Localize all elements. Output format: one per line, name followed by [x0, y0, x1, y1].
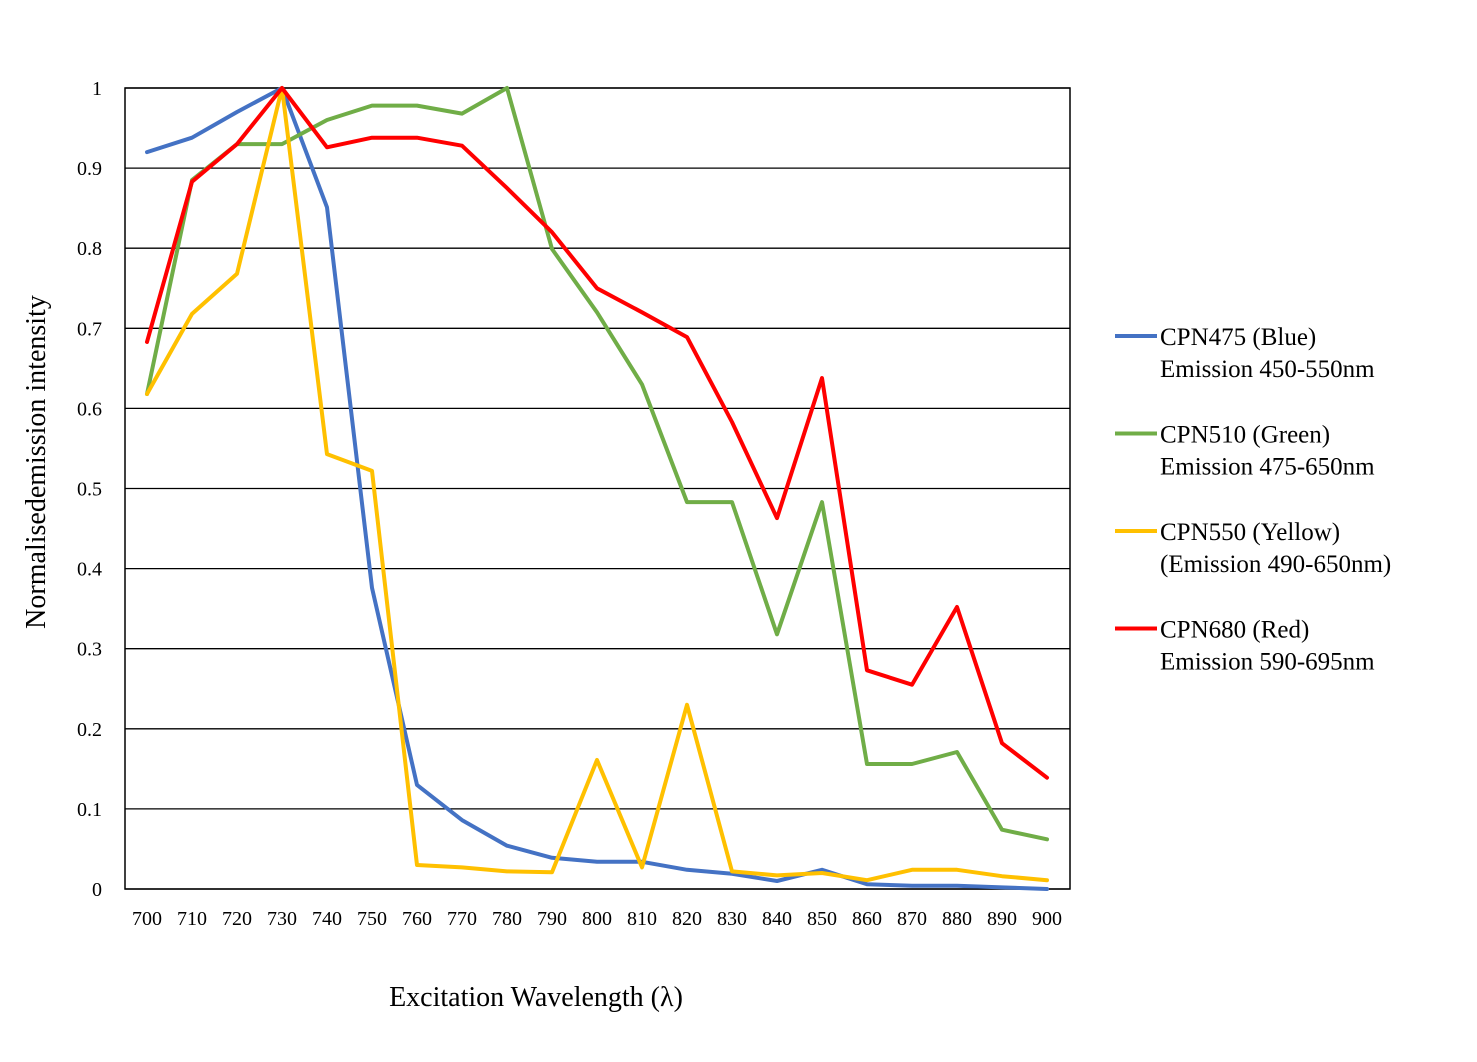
y-tick-label: 1: [92, 78, 102, 100]
x-tick-label: 700: [132, 908, 162, 930]
series-line-0: [145, 86, 1049, 891]
x-tick-label: 820: [672, 908, 702, 930]
x-tick-label: 860: [852, 908, 882, 930]
y-tick-label: 0.2: [77, 719, 102, 741]
x-tick-label: 710: [177, 908, 207, 930]
x-tick-label: 870: [897, 908, 927, 930]
y-tick-label: 0.8: [77, 238, 102, 260]
x-tick-label: 880: [942, 908, 972, 930]
x-tick-label: 750: [357, 908, 387, 930]
x-tick-label: 830: [717, 908, 747, 930]
legend-label: CPN510 (Green): [1160, 422, 1330, 449]
x-tick-label: 840: [762, 908, 792, 930]
x-tick-label: 740: [312, 908, 342, 930]
series-line-3: [145, 86, 1049, 780]
gridlines: [125, 87, 1070, 890]
legend-sublabel: Emission 475-650nm: [1160, 454, 1375, 481]
y-tick-label: 0.4: [77, 559, 102, 581]
legend: CPN475 (Blue) Emission 450-550nm CPN510 (G…: [1115, 324, 1391, 676]
legend-label: CPN680 (Red): [1160, 617, 1309, 644]
series-line-2: [145, 86, 1049, 883]
x-tick-label: 890: [987, 908, 1017, 930]
y-tick-label: 0.7: [77, 318, 102, 340]
series-line-1: [145, 86, 1049, 842]
y-tick-label: 0.9: [77, 158, 102, 180]
y-tick-labels: 0 0.1 0.2 0.3 0.4 0.5 0.6 0.7 0.8 0.9 1: [77, 78, 102, 901]
x-tick-label: 730: [267, 908, 297, 930]
y-axis-title: Normalisedemission intensity: [21, 295, 52, 629]
x-tick-label: 770: [447, 908, 477, 930]
legend-label: CPN550 (Yellow): [1160, 519, 1340, 546]
legend-sublabel: Emission 450-550nm: [1160, 356, 1375, 383]
x-tick-label: 850: [807, 908, 837, 930]
y-tick-label: 0.5: [77, 479, 102, 501]
plot-area-border: [124, 87, 1071, 890]
legend-label: CPN475 (Blue): [1160, 324, 1316, 351]
x-tick-label: 810: [627, 908, 657, 930]
x-tick-labels: 700 710 720 730 740 750 760 770 780 790 800 810 820 8…: [132, 908, 1062, 930]
y-tick-label: 0.6: [77, 398, 102, 420]
legend-sublabel: Emission 590-695nm: [1160, 649, 1375, 676]
y-tick-label: 0.3: [77, 639, 102, 661]
x-tick-label: 900: [1032, 908, 1062, 930]
legend-sublabel: (Emission 490-650nm): [1160, 551, 1391, 578]
y-tick-label: 0.1: [77, 799, 102, 821]
x-axis-title: Excitation Wavelength (λ): [389, 982, 683, 1013]
x-tick-label: 800: [582, 908, 612, 930]
x-tick-label: 780: [492, 908, 522, 930]
y-tick-label: 0: [92, 879, 102, 901]
x-tick-label: 720: [222, 908, 252, 930]
series-lines: [145, 86, 1049, 891]
x-tick-label: 790: [537, 908, 567, 930]
x-tick-label: 760: [402, 908, 432, 930]
